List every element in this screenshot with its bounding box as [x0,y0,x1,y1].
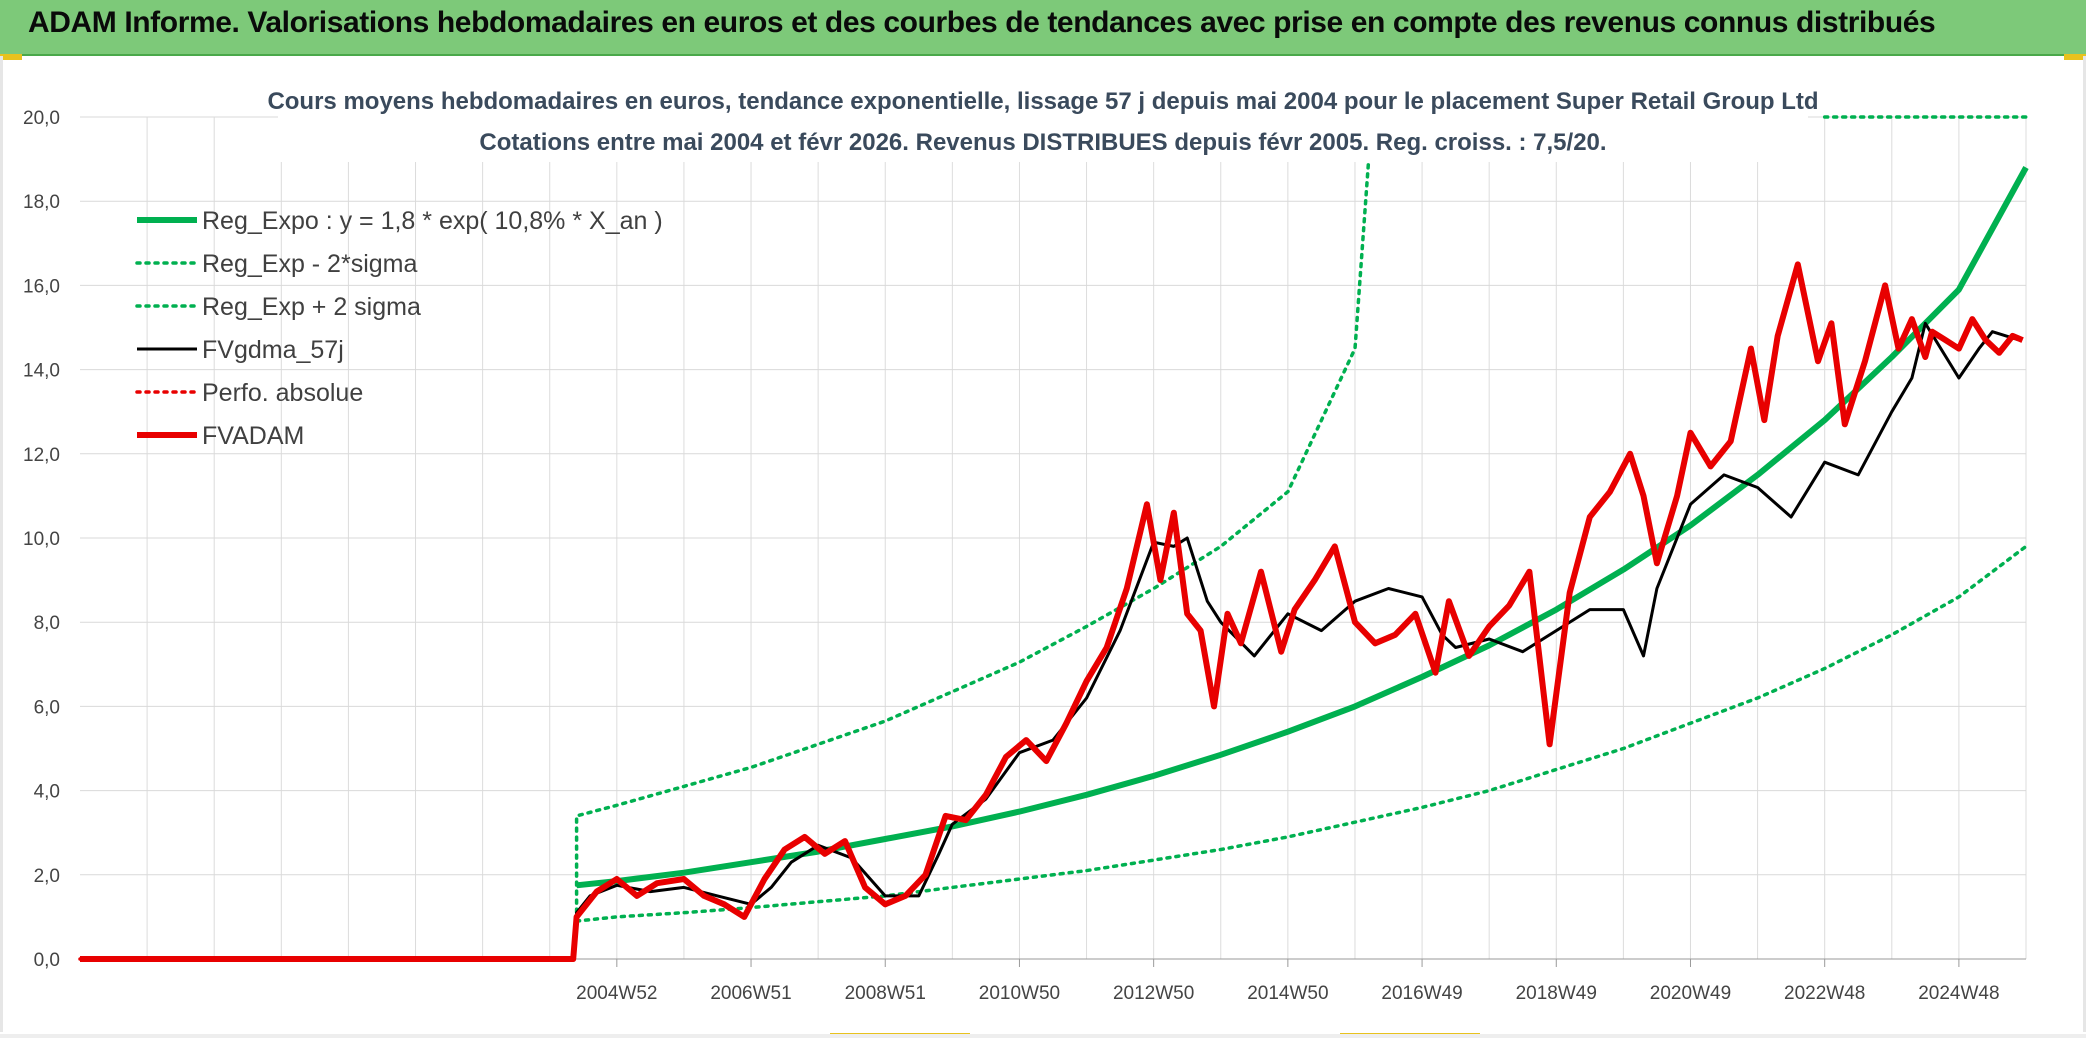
chart-title: Cours moyens hebdomadaires en euros, ten… [267,88,1818,115]
legend-label-fvgdma: FVgdma_57j [202,336,344,364]
y-tick-label: 2,0 [34,866,60,887]
x-tick-label: 2016W49 [1381,983,1462,1004]
y-tick-label: 6,0 [34,697,60,718]
x-tick-label: 2006W51 [710,983,791,1004]
corner-marker-left [0,54,22,60]
chart-series [78,115,2029,962]
y-tick-label: 4,0 [34,782,60,803]
y-tick-label: 12,0 [23,445,60,466]
x-tick-label: 2014W50 [1247,983,1328,1004]
x-tick-label: 2010W50 [979,983,1060,1004]
frame-right-border [2083,56,2086,1032]
x-tick-label: 2004W52 [576,983,657,1004]
corner-marker-right [2064,54,2086,60]
y-tick-label: 0,0 [34,950,60,971]
frame-left-border [0,56,3,1032]
legend-label-reg-minus: Reg_Exp - 2*sigma [202,250,417,278]
series-fvadam [80,261,2024,962]
series-reg-minus [574,544,2028,923]
chart-legend: Reg_Expo : y = 1,8 * exp( 10,8% * X_an )… [135,207,663,450]
chart-grid [80,116,2027,960]
x-tick-label: 2018W49 [1516,983,1597,1004]
series-reg-plus [574,161,1371,923]
legend-label-fvadam: FVADAM [202,422,304,450]
x-tick-label: 2024W48 [1918,983,1999,1004]
y-tick-label: 14,0 [23,361,60,382]
x-tick-label: 2008W51 [845,983,926,1004]
header-bar: ADAM Informe. Valorisations hebdomadaire… [0,0,2086,56]
x-tick-label: 2012W50 [1113,983,1194,1004]
y-tick-label: 18,0 [23,192,60,213]
title-background [278,86,1808,162]
y-tick-label: 16,0 [23,276,60,297]
y-tick-label: 20,0 [23,108,60,129]
x-tick-label: 2020W49 [1650,983,1731,1004]
page-title: ADAM Informe. Valorisations hebdomadaire… [28,6,1936,39]
chart-subtitle: Cotations entre mai 2004 et févr 2026. R… [479,129,1606,156]
y-tick-label: 8,0 [34,613,60,634]
frame-bottom-border [0,1034,2086,1038]
legend-label-reg-plus: Reg_Exp + 2 sigma [202,293,421,321]
y-tick-label: 10,0 [23,529,60,550]
chart-axes: 0,0 2,0 4,0 6,0 8,0 10,0 12,0 14,0 16,0 18,0 20,0 2… [23,108,2000,1004]
series-fvgdma [80,321,2020,961]
legend-label-perfo: Perfo. absolue [202,379,363,407]
legend-label-reg-expo: Reg_Expo : y = 1,8 * exp( 10,8% * X_an ) [202,207,663,235]
x-tick-label: 2022W48 [1784,983,1865,1004]
series-reg-expo [576,166,2029,889]
